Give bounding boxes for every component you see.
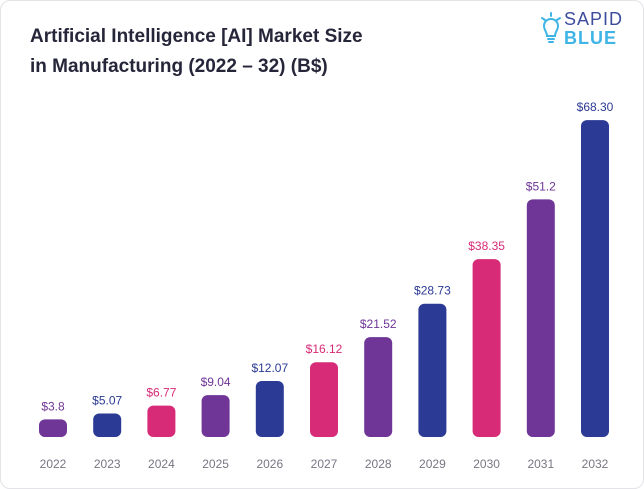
data-label-2022: $3.8	[41, 399, 65, 413]
bar-2027	[310, 362, 338, 437]
chart-title-line-2: in Manufacturing (2022 – 32) (B$)	[30, 56, 328, 77]
x-tick-label-2028: 2028	[365, 457, 392, 471]
x-tick-label-2025: 2025	[202, 457, 229, 471]
data-label-2029: $28.73	[414, 284, 451, 298]
data-label-2023: $5.07	[92, 394, 122, 408]
x-tick-label-2022: 2022	[40, 457, 67, 471]
bar-2022	[39, 419, 67, 437]
data-label-2031: $51.2	[526, 179, 556, 193]
bar-2030	[472, 259, 501, 437]
bar-2028	[364, 337, 393, 437]
bar-2029	[418, 303, 447, 437]
logo-word-sapid: SAPID	[564, 9, 624, 29]
chart-title: Artificial Intelligence [AI] Market Size…	[30, 22, 450, 82]
bar-2024	[147, 405, 176, 437]
data-label-2027: $16.12	[306, 342, 343, 356]
x-tick-label-2023: 2023	[94, 457, 121, 471]
x-tick-label-2031: 2031	[527, 457, 554, 471]
data-label-2026: $12.07	[251, 361, 288, 375]
bar-2031	[526, 199, 555, 437]
data-label-2025: $9.04	[201, 375, 231, 389]
x-tick-label-2030: 2030	[473, 457, 500, 471]
x-tick-label-2026: 2026	[256, 457, 283, 471]
lightbulb-icon	[541, 12, 561, 43]
logo-word-blue: BLUE	[564, 28, 617, 48]
x-tick-label-2024: 2024	[148, 457, 175, 471]
chart-title-line-1: Artificial Intelligence [AI] Market Size	[30, 26, 363, 47]
data-label-2024: $6.77	[146, 386, 176, 400]
data-label-2030: $38.35	[468, 239, 505, 253]
data-label-2032: $68.30	[577, 100, 614, 114]
bar-2023	[93, 413, 122, 437]
logo-wordmark: SAPID BLUE	[564, 10, 623, 48]
bar-2032	[581, 120, 609, 437]
x-tick-label-2032: 2032	[582, 457, 609, 471]
bar-2026	[255, 381, 284, 437]
x-tick-label-2027: 2027	[311, 457, 338, 471]
data-label-2028: $21.52	[360, 317, 397, 331]
bar-2025	[201, 395, 230, 437]
brand-logo: SAPID BLUE	[540, 10, 640, 52]
x-tick-label-2029: 2029	[419, 457, 446, 471]
